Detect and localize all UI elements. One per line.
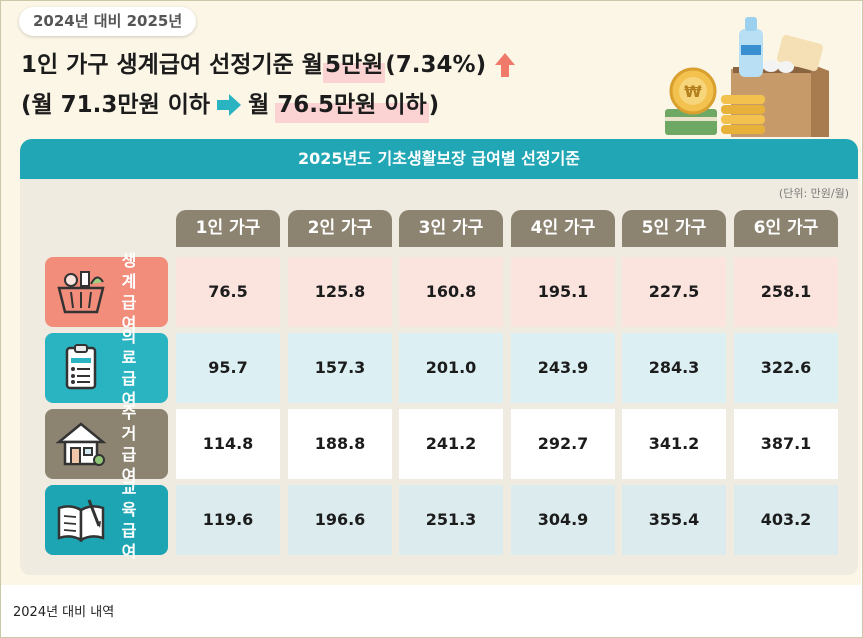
table-cell: 160.8 <box>399 257 503 327</box>
open-book-icon <box>57 499 105 543</box>
headline-line-2: (월 71.3만원 이하 월 76.5만원 이하 ) <box>21 87 439 123</box>
column-header: 2인 가구 <box>288 210 392 247</box>
headline-from: (월 71.3만원 이하 <box>21 92 211 118</box>
table-cell: 157.3 <box>288 333 392 403</box>
svg-text:₩: ₩ <box>684 82 702 101</box>
medical-chart-icon <box>65 344 97 390</box>
row-label-text: 생계 급여 <box>121 251 137 333</box>
table-cell: 188.8 <box>288 409 392 479</box>
table-cell: 322.6 <box>734 333 838 403</box>
row-label-medical: 의료 급여 <box>45 327 168 409</box>
table-cell: 76.5 <box>176 257 280 327</box>
house-icon <box>55 422 107 466</box>
table-cell: 292.7 <box>511 409 615 479</box>
groceries-coins-illustration: ₩ <box>665 17 829 137</box>
headline-prefix: 1인 가구 생계급여 선정기준 월 <box>21 52 323 78</box>
table-cell: 258.1 <box>734 257 838 327</box>
table-cell: 227.5 <box>622 257 726 327</box>
column-header: 1인 가구 <box>176 210 280 247</box>
table-cell: 284.3 <box>622 333 726 403</box>
table-cell: 125.8 <box>288 257 392 327</box>
headline-line-1: 1인 가구 생계급여 선정기준 월 5만원 (7.34%) <box>21 47 516 83</box>
table-title: 2025년도 기초생활보장 급여별 선정기준 <box>20 139 858 179</box>
column-header: 4인 가구 <box>511 210 615 247</box>
row-label-housing: 주거 급여 <box>45 403 168 485</box>
table-cell: 114.8 <box>176 409 280 479</box>
table-cell: 195.1 <box>511 257 615 327</box>
increase-arrow-icon <box>495 53 516 77</box>
table-cell: 251.3 <box>399 485 503 555</box>
table-cell: 241.2 <box>399 409 503 479</box>
row-label-text: 의료 급여 <box>121 327 137 409</box>
infographic-card: 2024년 대비 2025년 1인 가구 생계급여 선정기준 월 5만원 (7.… <box>1 1 861 585</box>
right-arrow-icon <box>217 94 242 116</box>
headline-percent: (7.34%) <box>385 52 487 78</box>
row-label-living: 생계 급여 <box>45 251 168 333</box>
grocery-basket-icon <box>57 271 105 314</box>
table-cell: 304.9 <box>511 485 615 555</box>
row-label-education: 교육 급여 <box>45 479 168 561</box>
image-caption: 2024년 대비 내역 <box>13 605 115 620</box>
row-label-text: 교육 급여 <box>121 479 137 561</box>
headline-to-highlight: 76.5만원 이하 <box>275 87 429 123</box>
comparison-badge: 2024년 대비 2025년 <box>19 7 197 36</box>
unit-label: (단위: 만원/월) <box>778 187 849 200</box>
table-cell: 243.9 <box>511 333 615 403</box>
column-header: 6인 가구 <box>734 210 838 247</box>
table-cell: 341.2 <box>622 409 726 479</box>
table-cell: 196.6 <box>288 485 392 555</box>
table-cell: 119.6 <box>176 485 280 555</box>
headline-highlight: 5만원 <box>322 47 386 83</box>
table-cell: 95.7 <box>176 333 280 403</box>
column-header: 3인 가구 <box>399 210 503 247</box>
table-cell: 387.1 <box>734 409 838 479</box>
row-label-text: 주거 급여 <box>121 403 137 485</box>
table-cell: 403.2 <box>734 485 838 555</box>
headline-to-prefix: 월 <box>248 92 270 118</box>
headline-close: ) <box>428 92 440 118</box>
column-header: 5인 가구 <box>622 210 726 247</box>
table-cell: 201.0 <box>399 333 503 403</box>
table-cell: 355.4 <box>622 485 726 555</box>
